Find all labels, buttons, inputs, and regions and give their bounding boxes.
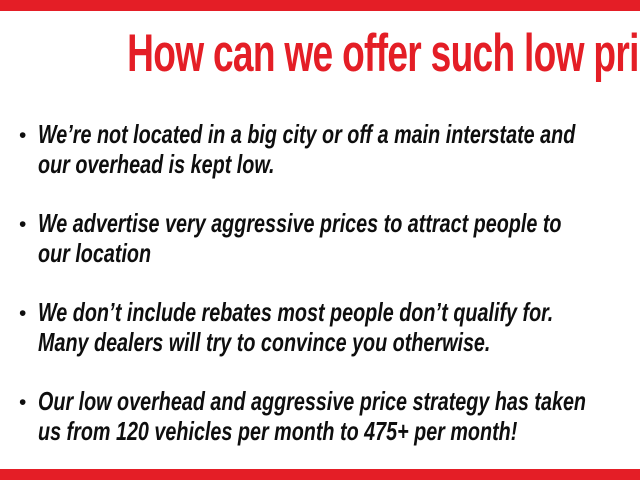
bullet-line: We advertise very aggressive prices to a… <box>38 208 562 238</box>
bullet-icon: • <box>19 302 27 325</box>
top-red-bar <box>0 0 640 11</box>
bullet-text: Our low overhead and aggressive price st… <box>38 386 587 446</box>
page-title-text: How can we offer such low prices? <box>127 24 640 83</box>
bullet-line: We’re not located in a big city or off a… <box>38 119 576 149</box>
list-item: • Our low overhead and aggressive price … <box>0 386 640 446</box>
page-title: How can we offer such low prices? <box>0 27 640 80</box>
bullet-text: We advertise very aggressive prices to a… <box>38 208 562 268</box>
bullet-list: • We’re not located in a big city or off… <box>0 119 640 475</box>
bullet-text: We’re not located in a big city or off a… <box>38 119 576 179</box>
bullet-line: our overhead is kept low. <box>38 149 275 179</box>
bullet-icon: • <box>19 213 27 236</box>
bullet-text: We don’t include rebates most people don… <box>38 297 554 357</box>
list-item: • We advertise very aggressive prices to… <box>0 208 640 268</box>
bottom-red-bar <box>0 469 640 480</box>
list-item: • We’re not located in a big city or off… <box>0 119 640 179</box>
bullet-icon: • <box>19 124 27 147</box>
bullet-line: us from 120 vehicles per month to 475+ p… <box>38 416 518 446</box>
list-item: • We don’t include rebates most people d… <box>0 297 640 357</box>
bullet-line: Many dealers will try to convince you ot… <box>38 327 491 357</box>
bullet-line: our location <box>38 238 152 268</box>
bullet-line: We don’t include rebates most people don… <box>38 297 554 327</box>
bullet-line: Our low overhead and aggressive price st… <box>38 386 587 416</box>
bullet-icon: • <box>19 391 27 414</box>
